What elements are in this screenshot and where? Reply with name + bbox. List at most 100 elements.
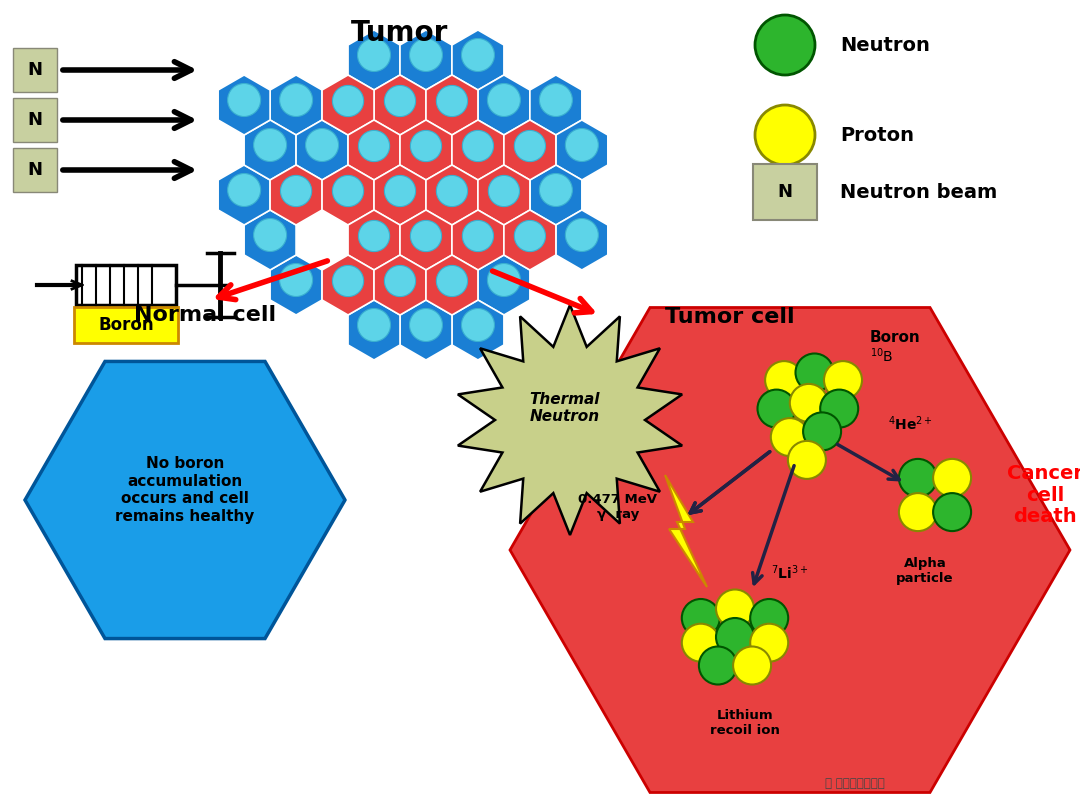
Polygon shape — [348, 300, 400, 360]
Polygon shape — [400, 120, 451, 180]
Polygon shape — [510, 308, 1070, 792]
Circle shape — [384, 175, 416, 207]
Circle shape — [681, 599, 719, 637]
Polygon shape — [426, 75, 478, 135]
Circle shape — [436, 85, 468, 117]
Circle shape — [228, 84, 260, 117]
Circle shape — [820, 390, 859, 427]
FancyBboxPatch shape — [13, 48, 57, 92]
Polygon shape — [400, 210, 451, 270]
Text: 0.477 MeV
γ  ray: 0.477 MeV γ ray — [579, 493, 658, 521]
Circle shape — [565, 129, 598, 162]
FancyBboxPatch shape — [75, 307, 178, 343]
Circle shape — [436, 175, 468, 207]
Circle shape — [462, 221, 494, 252]
Text: N: N — [27, 61, 42, 79]
Circle shape — [788, 441, 826, 479]
Polygon shape — [270, 165, 322, 225]
Polygon shape — [348, 30, 400, 90]
Polygon shape — [322, 255, 374, 315]
Polygon shape — [25, 361, 345, 638]
Circle shape — [436, 266, 468, 296]
Circle shape — [699, 646, 737, 684]
Polygon shape — [478, 75, 530, 135]
Circle shape — [333, 175, 364, 207]
Circle shape — [824, 361, 862, 399]
Circle shape — [359, 221, 390, 252]
Text: Tumor cell: Tumor cell — [665, 307, 795, 327]
Polygon shape — [556, 120, 608, 180]
Polygon shape — [451, 30, 504, 90]
Polygon shape — [244, 210, 296, 270]
Text: No boron
accumulation
occurs and cell
remains healthy: No boron accumulation occurs and cell re… — [116, 456, 255, 523]
FancyBboxPatch shape — [13, 98, 57, 142]
Circle shape — [384, 85, 416, 117]
Circle shape — [933, 493, 971, 531]
Circle shape — [771, 418, 809, 456]
Circle shape — [487, 263, 521, 296]
Polygon shape — [451, 300, 504, 360]
Polygon shape — [374, 255, 426, 315]
Circle shape — [384, 266, 416, 296]
Circle shape — [755, 15, 815, 75]
Polygon shape — [504, 210, 556, 270]
Circle shape — [565, 218, 598, 251]
Circle shape — [254, 218, 286, 251]
Text: Alpha
particle: Alpha particle — [896, 557, 954, 585]
Circle shape — [755, 105, 815, 165]
Text: Proton: Proton — [840, 126, 914, 145]
Circle shape — [933, 459, 971, 497]
Polygon shape — [478, 255, 530, 315]
Polygon shape — [426, 165, 478, 225]
Polygon shape — [244, 120, 296, 180]
Circle shape — [461, 308, 495, 341]
Text: N: N — [27, 111, 42, 129]
Text: Boron: Boron — [98, 316, 153, 334]
Polygon shape — [451, 210, 504, 270]
FancyBboxPatch shape — [13, 148, 57, 192]
Polygon shape — [665, 475, 707, 587]
Polygon shape — [374, 75, 426, 135]
Circle shape — [539, 84, 572, 117]
Text: $^7$Li$^{3+}$: $^7$Li$^{3+}$ — [771, 564, 809, 582]
Circle shape — [462, 130, 494, 162]
Polygon shape — [374, 165, 426, 225]
Circle shape — [716, 589, 754, 628]
Text: $^4$He$^{2+}$: $^4$He$^{2+}$ — [888, 415, 932, 433]
Circle shape — [488, 175, 519, 207]
Circle shape — [487, 174, 521, 207]
Circle shape — [514, 221, 545, 252]
Polygon shape — [451, 120, 504, 180]
Polygon shape — [478, 165, 530, 225]
Circle shape — [409, 39, 443, 72]
Circle shape — [359, 130, 390, 162]
Circle shape — [539, 174, 572, 207]
Polygon shape — [218, 165, 270, 225]
Circle shape — [306, 129, 338, 162]
Circle shape — [357, 39, 391, 72]
Circle shape — [899, 493, 937, 531]
Text: Cancer
cell
death: Cancer cell death — [1007, 464, 1080, 526]
Circle shape — [789, 384, 827, 422]
Circle shape — [409, 308, 443, 341]
Text: N: N — [778, 183, 793, 201]
Circle shape — [280, 263, 312, 296]
Text: Lithium
recoil ion: Lithium recoil ion — [710, 709, 780, 737]
Circle shape — [487, 84, 521, 117]
Text: Boron: Boron — [870, 330, 921, 345]
Circle shape — [757, 390, 796, 427]
Text: 🐾 干细胞与外泌体: 🐾 干细胞与外泌体 — [825, 777, 885, 790]
Text: Neutron: Neutron — [840, 35, 930, 55]
Polygon shape — [218, 75, 270, 135]
Polygon shape — [530, 165, 582, 225]
Polygon shape — [458, 305, 683, 535]
Circle shape — [333, 266, 364, 296]
Polygon shape — [322, 75, 374, 135]
Circle shape — [716, 618, 754, 656]
Circle shape — [681, 624, 719, 662]
Polygon shape — [322, 165, 374, 225]
Circle shape — [281, 175, 312, 207]
Circle shape — [357, 308, 391, 341]
Circle shape — [461, 39, 495, 72]
Polygon shape — [504, 120, 556, 180]
